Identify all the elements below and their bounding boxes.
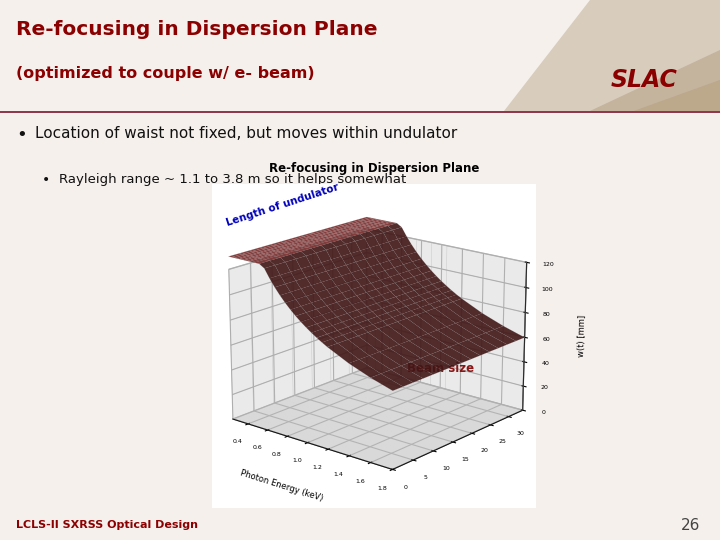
Title: Re-focusing in Dispersion Plane: Re-focusing in Dispersion Plane bbox=[269, 163, 480, 176]
Text: Rayleigh range ~ 1.1 to 3.8 m so it helps somewhat: Rayleigh range ~ 1.1 to 3.8 m so it help… bbox=[59, 173, 406, 186]
Polygon shape bbox=[634, 80, 720, 111]
Text: LCLS-II SXRSS Optical Design: LCLS-II SXRSS Optical Design bbox=[16, 520, 198, 530]
Text: Length of undulator: Length of undulator bbox=[225, 182, 341, 228]
Polygon shape bbox=[504, 0, 720, 111]
Text: (optimized to couple w/ e- beam): (optimized to couple w/ e- beam) bbox=[16, 66, 315, 82]
X-axis label: Photon Energy (keV): Photon Energy (keV) bbox=[239, 468, 324, 503]
Text: Location of waist not fixed, but moves within undulator: Location of waist not fixed, but moves w… bbox=[35, 126, 456, 141]
Text: •: • bbox=[16, 126, 27, 144]
Text: Re-focusing in Dispersion Plane: Re-focusing in Dispersion Plane bbox=[16, 20, 377, 39]
Text: SLAC: SLAC bbox=[611, 68, 678, 92]
Text: •: • bbox=[42, 173, 50, 187]
Polygon shape bbox=[590, 50, 720, 111]
Text: 26: 26 bbox=[680, 518, 700, 532]
Text: Beam size: Beam size bbox=[407, 361, 474, 375]
